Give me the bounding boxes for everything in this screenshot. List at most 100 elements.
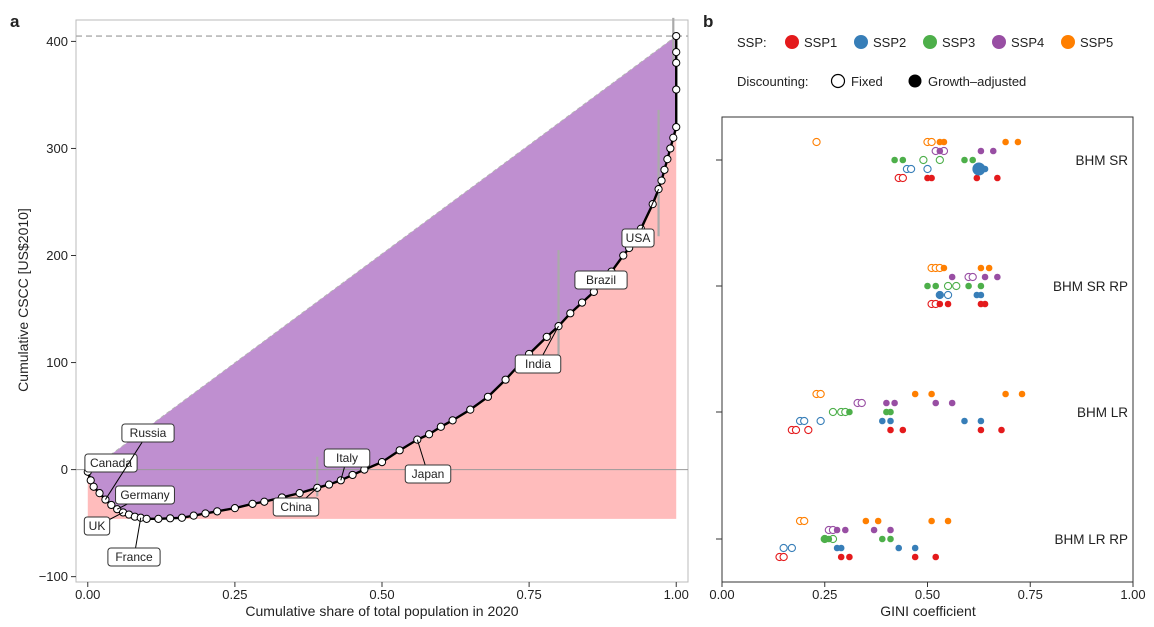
gini-point-growth-adjusted (887, 417, 894, 425)
country-label: Germany (120, 488, 169, 502)
gini-point-fixed (906, 164, 916, 174)
gini-point-growth-adjusted (973, 174, 981, 182)
label-box (83, 516, 111, 536)
country-point (657, 176, 666, 185)
country-point (501, 375, 510, 384)
country-point (424, 430, 434, 439)
gini-point-growth-adjusted (870, 526, 878, 534)
area-below-equality (87, 36, 677, 519)
gini-point-growth-adjusted (961, 156, 968, 164)
legend-ssp-label: SSP5 (1080, 35, 1113, 50)
y-tick-label: −100 (39, 569, 68, 584)
equality-line (87, 35, 677, 473)
gini-point-fixed (787, 543, 797, 553)
gini-point-growth-adjusted (887, 535, 894, 543)
gini-point-fixed (812, 137, 821, 147)
legend-disc-swatch (908, 74, 922, 88)
country-point (189, 511, 198, 520)
country-point (295, 489, 304, 498)
gini-point-growth-adjusted (932, 282, 940, 290)
gini-point-growth-adjusted (862, 517, 870, 525)
legend-ssp-swatch (923, 35, 937, 49)
x-tick-label: 0.25 (222, 587, 247, 602)
legend-ssp-swatch (854, 35, 868, 49)
y-tick-label: 0 (61, 462, 68, 477)
label-leader (105, 432, 149, 500)
country-point (672, 31, 681, 41)
country-label: Japan (412, 467, 445, 481)
gini-point-growth-adjusted (891, 399, 898, 407)
gini-point-growth-adjusted (948, 399, 956, 407)
legend-disc-label: Growth–adjusted (928, 74, 1026, 89)
gini-point-growth-adjusted (911, 553, 919, 561)
legend-ssp-swatch (1061, 35, 1075, 49)
gini-point-growth-adjusted (1002, 390, 1009, 398)
country-point (230, 504, 239, 513)
y-tick-label: 400 (46, 34, 68, 49)
gini-point-fixed (952, 281, 961, 291)
country-point (177, 513, 187, 522)
label-box (115, 485, 175, 505)
legend-ssp-label: SSP1 (804, 35, 837, 50)
gini-point-growth-adjusted (825, 535, 833, 543)
gini-point-growth-adjusted (833, 526, 841, 534)
gini-point-growth-adjusted (928, 517, 935, 525)
gini-point-growth-adjusted (989, 147, 997, 155)
gini-point-growth-adjusted (837, 544, 845, 552)
gini-point-growth-adjusted (936, 291, 944, 299)
country-point (348, 470, 357, 480)
gini-point-growth-adjusted (977, 147, 985, 155)
country-point (213, 507, 222, 516)
panel-a-x-axis-label: Cumulative share of total population in … (245, 603, 518, 619)
label-box (84, 453, 138, 473)
x-tick-label: 0.50 (915, 587, 940, 602)
legend-ssp-swatch (992, 35, 1006, 49)
country-label: USA (626, 231, 651, 245)
gini-point-fixed (791, 425, 801, 435)
gini-point-growth-adjusted (994, 174, 1001, 182)
label-box (323, 448, 371, 468)
x-tick-label: 0.50 (369, 587, 394, 602)
gini-point-growth-adjusted (944, 517, 952, 525)
gini-point-fixed (919, 155, 928, 165)
country-label: Canada (90, 456, 132, 470)
country-point (248, 499, 257, 508)
legend-discounting-title: Discounting: (737, 74, 809, 89)
gini-point-growth-adjusted (878, 417, 886, 425)
country-point (466, 405, 475, 414)
legend: SSP: SSP1 SSP2 SSP3 SSP4 SSP5 Discounting: F… (737, 35, 1113, 89)
country-point (448, 416, 457, 425)
label-box (121, 423, 175, 443)
gini-point-growth-adjusted (846, 408, 853, 416)
gini-point-growth-adjusted (887, 526, 894, 534)
gini-point-growth-adjusted (969, 156, 977, 164)
country-label: Brazil (586, 273, 616, 287)
gini-point-fixed (804, 425, 813, 435)
gini-point-fixed (816, 389, 825, 399)
country-point (663, 155, 672, 164)
gini-point-fixed (943, 290, 953, 300)
label-box (621, 228, 655, 248)
gini-point-growth-adjusted (977, 426, 985, 434)
gini-point-growth-adjusted (940, 138, 948, 146)
y-tick-label: 100 (46, 355, 68, 370)
x-tick-label: 0.75 (1018, 587, 1043, 602)
gini-point-growth-adjusted (883, 399, 890, 407)
gini-point-growth-adjusted (936, 147, 944, 155)
country-label: UK (89, 519, 106, 533)
gini-point-fixed (923, 164, 932, 174)
country-label: China (280, 500, 312, 514)
gini-point-growth-adjusted (948, 273, 956, 281)
gini-point-growth-adjusted (977, 417, 985, 425)
country-point (577, 298, 587, 307)
country-point (142, 514, 151, 523)
legend-disc-swatch (830, 73, 846, 89)
country-point (666, 144, 675, 153)
country-point (654, 185, 663, 194)
gini-point-growth-adjusted (961, 417, 968, 425)
legend-ssp-label: SSP3 (942, 35, 975, 50)
country-point (669, 133, 678, 142)
country-point (542, 332, 551, 341)
gini-point-growth-adjusted (1014, 138, 1022, 146)
